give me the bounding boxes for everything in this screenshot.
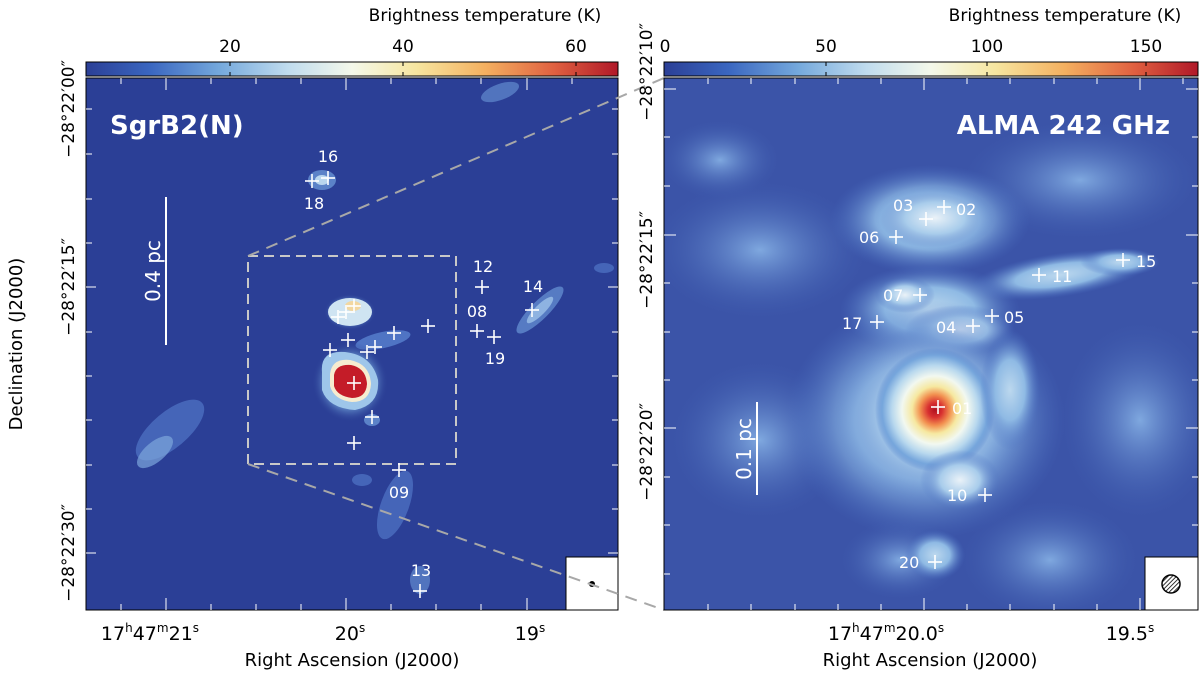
right-ra-tick-1: 17h47m20.0s (828, 621, 944, 645)
source-label: 09 (389, 483, 409, 502)
right-dec-tick: −28°22′15″ (637, 211, 657, 309)
left-title: SgrB2(N) (110, 111, 244, 141)
left-map (86, 78, 618, 610)
marker (323, 343, 337, 357)
marker (321, 171, 335, 185)
right-colorbar-tick: 100 (971, 37, 1003, 57)
left-dec-tick: −28°22′15″ (59, 238, 79, 336)
left-ra-tick-3: 19s (515, 621, 545, 645)
marker (339, 305, 353, 319)
marker (1116, 253, 1130, 267)
marker (368, 340, 382, 354)
source-label: 11 (1052, 267, 1072, 286)
marker (413, 584, 427, 598)
right-colorbar-ticks (825, 62, 1147, 76)
left-colorbar-tick: 40 (392, 37, 414, 57)
marker (985, 309, 999, 323)
source-label: 13 (411, 561, 431, 580)
right-frame (663, 77, 1199, 611)
marker (966, 319, 980, 333)
marker (331, 310, 345, 324)
source-label: 05 (1004, 308, 1024, 327)
source-label: 19 (485, 349, 505, 368)
marker (475, 280, 489, 294)
source-label: 10 (947, 486, 967, 505)
left-colorbar-label: Brightness temperature (K) (369, 6, 602, 26)
marker (347, 436, 361, 450)
right-panel: Brightness temperature (K) 0 50 100 150 (637, 6, 1199, 671)
source-label: 16 (318, 147, 338, 166)
marker (421, 319, 435, 333)
right-ra-tick-2: 19.5s (1106, 621, 1155, 645)
source-label: 07 (883, 286, 903, 305)
right-map (664, 78, 1198, 610)
right-colorbar-tick: 0 (660, 37, 671, 57)
left-colorbar (85, 61, 619, 77)
marker (937, 200, 951, 214)
right-xlabel: Right Ascension (J2000) (823, 650, 1038, 671)
source-label: 01 (952, 399, 972, 418)
marker (365, 410, 379, 424)
left-frame (85, 77, 619, 611)
left-colorbar-ticks (229, 62, 577, 76)
left-dec-tick: −28°22′00″ (59, 60, 79, 158)
right-colorbar-tick: 50 (815, 37, 837, 57)
marker (1032, 268, 1046, 282)
left-colorbar-tick: 60 (565, 37, 587, 57)
marker (870, 315, 884, 329)
right-title: ALMA 242 GHz (957, 111, 1170, 141)
marker (341, 333, 355, 347)
left-ra-tick-2: 20s (335, 621, 365, 645)
left-ylabel: Declination (J2000) (6, 258, 27, 431)
marker (978, 488, 992, 502)
left-dec-tick: −28°22′30″ (59, 504, 79, 602)
marker (305, 174, 319, 188)
source-label: 04 (936, 318, 956, 337)
right-markers (870, 200, 1130, 569)
right-frame-ticks (664, 78, 1198, 610)
marker (392, 463, 406, 477)
right-dec-tick: −28°22′20″ (637, 403, 657, 501)
zoom-box (247, 255, 457, 465)
marker (347, 376, 361, 390)
source-label: 02 (956, 200, 976, 219)
left-colorbar-tick: 20 (219, 37, 241, 57)
zoom-connectors (247, 77, 665, 611)
marker (487, 330, 501, 344)
marker (889, 230, 903, 244)
left-scalebar-label: 0.4 pc (141, 240, 165, 302)
source-label: 20 (899, 553, 919, 572)
left-panel: Brightness temperature (K) 20 40 60 (6, 6, 619, 671)
left-markers (305, 171, 539, 598)
left-xlabel: Right Ascension (J2000) (245, 650, 460, 671)
source-label: 06 (859, 228, 879, 247)
source-label: 08 (467, 302, 487, 321)
right-dec-tick: −28°22′10″ (637, 23, 657, 121)
source-label: 18 (304, 194, 324, 213)
marker (470, 324, 484, 338)
right-scalebar-label: 0.1 pc (732, 418, 756, 480)
right-beam (1161, 574, 1181, 594)
left-ra-tick-1: 17h47m21s (101, 621, 199, 645)
source-label: 12 (473, 257, 493, 276)
source-label: 17 (842, 314, 862, 333)
marker (360, 345, 374, 359)
marker (919, 212, 933, 226)
marker (387, 326, 401, 340)
marker (931, 400, 945, 414)
source-label: 15 (1136, 252, 1156, 271)
marker (347, 299, 361, 313)
marker (928, 555, 942, 569)
right-colorbar-tick: 150 (1130, 37, 1162, 57)
source-label: 14 (523, 277, 543, 296)
marker (525, 303, 539, 317)
source-label: 03 (893, 196, 913, 215)
right-colorbar-label: Brightness temperature (K) (949, 6, 1182, 26)
marker (913, 288, 927, 302)
right-colorbar (663, 61, 1199, 77)
right-beam-box (1144, 556, 1199, 611)
